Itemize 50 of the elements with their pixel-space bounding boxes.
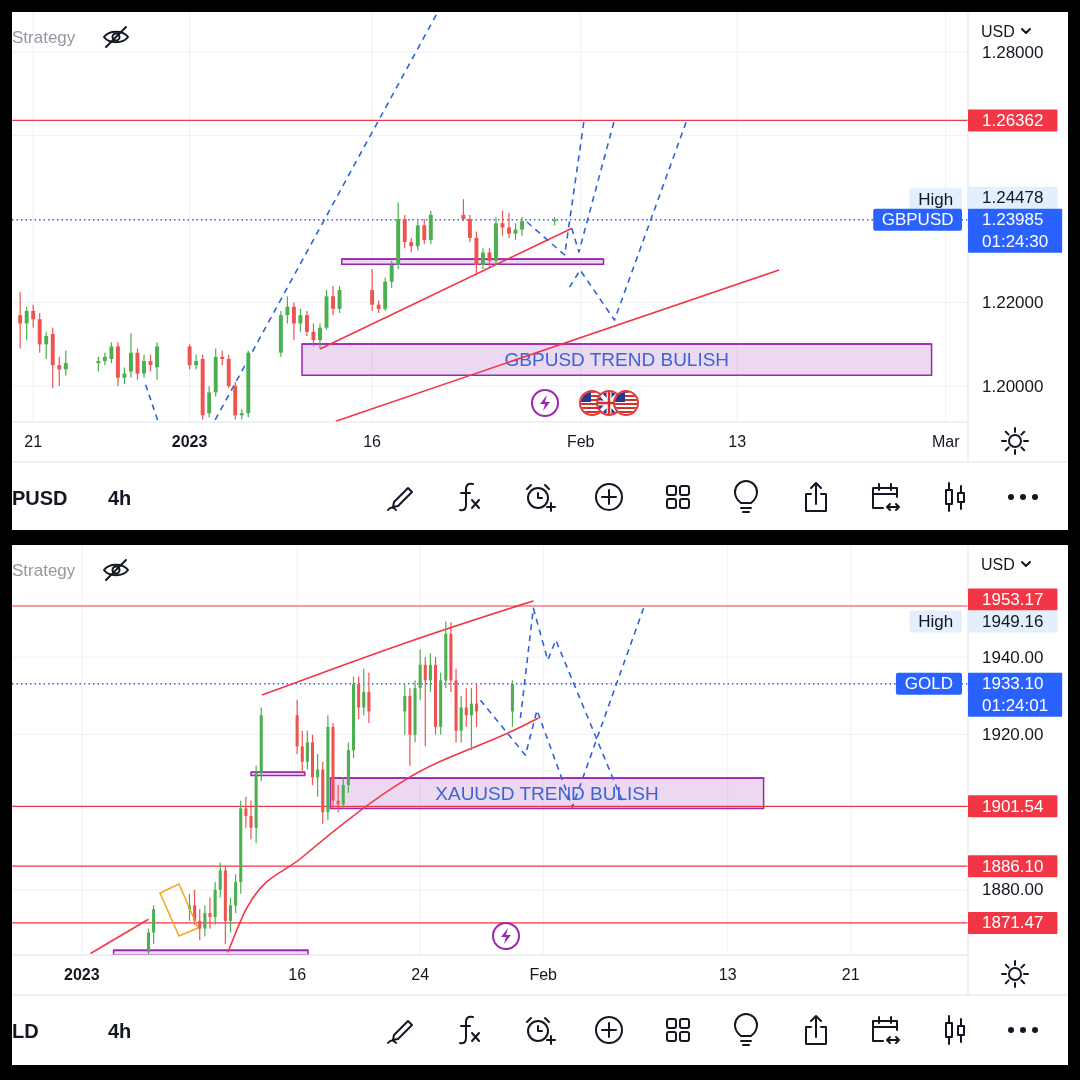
text: 4h	[108, 487, 132, 509]
x-tick-label: 13	[718, 965, 737, 983]
text: USD	[981, 23, 1015, 40]
annotation: GOLD	[904, 674, 954, 694]
y-tick-label: 1880.00	[982, 880, 1044, 900]
x-tick-label: 16	[363, 432, 382, 450]
annotation: GBPUSD	[881, 210, 954, 230]
x-tick-label: Feb	[566, 432, 595, 450]
text: 1.24478	[982, 188, 1044, 208]
x-tick-label: 2023	[171, 432, 208, 450]
candlestick	[318, 323, 322, 349]
series-label: XAUUSD TREND BULISH	[435, 782, 659, 804]
text: LD	[12, 1020, 39, 1042]
x-tick-label: 24	[411, 965, 430, 983]
y-tick-label: 1940.00	[982, 647, 1044, 667]
annotation: High	[918, 612, 954, 632]
text: PUSD	[12, 487, 68, 509]
ref-line-label: 1933.10	[982, 674, 1044, 694]
annotation: Strategy	[12, 561, 76, 580]
ref-line-label: 1953.17	[982, 590, 1044, 610]
x-tick-label: 13	[728, 432, 747, 450]
ref-line-label: 1.26362	[982, 110, 1044, 130]
y-tick-label: 1.22000	[982, 293, 1044, 313]
y-tick-label: 1.20000	[982, 376, 1044, 396]
candlestick	[291, 302, 296, 341]
text: 1949.16	[982, 612, 1044, 632]
x-tick-label: 16	[288, 965, 307, 983]
y-tick-label: 1920.00	[982, 725, 1044, 745]
text: 01:24:30	[982, 232, 1049, 252]
y-tick-label: 1.28000	[982, 42, 1044, 62]
ref-line-label: 1.23985	[982, 210, 1044, 230]
x-tick-label: Feb	[529, 965, 558, 983]
x-tick-label: 2023	[64, 965, 100, 983]
x-tick-label: 21	[24, 432, 43, 450]
ref-line-label: 1886.10	[982, 856, 1044, 876]
candlestick	[331, 285, 335, 316]
candlestick	[507, 212, 511, 238]
ref-line-label: 1871.47	[982, 913, 1044, 933]
candlestick	[249, 800, 253, 840]
annotation: High	[918, 189, 954, 209]
x-tick-label: 21	[841, 965, 860, 983]
ref-line-label: 1901.54	[982, 796, 1044, 816]
text: 01:24:01	[982, 696, 1049, 716]
candlestick	[208, 897, 212, 929]
text: 4h	[108, 1020, 132, 1042]
annotation: Strategy	[12, 28, 76, 47]
text: USD	[981, 556, 1015, 573]
candlestick	[129, 333, 133, 378]
x-tick-label: Mar	[931, 432, 961, 450]
line-series	[568, 121, 687, 321]
